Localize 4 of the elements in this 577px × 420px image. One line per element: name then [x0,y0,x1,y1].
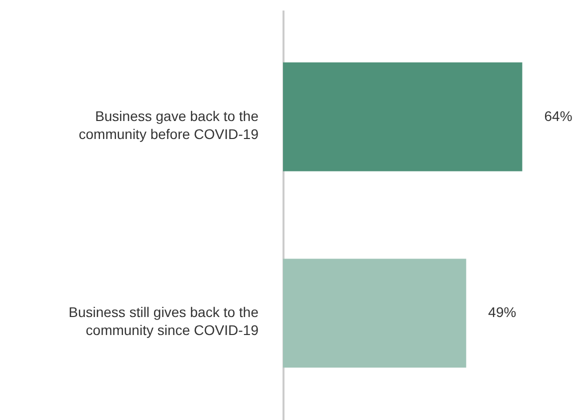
y-tick-label: Business still gives back to the community since COVID-19 [68,304,259,338]
data-label: 49% [488,304,516,320]
y-tick-label: Business gave back to the community before COVID-19 [78,108,259,142]
data-label: 64% [544,108,572,124]
